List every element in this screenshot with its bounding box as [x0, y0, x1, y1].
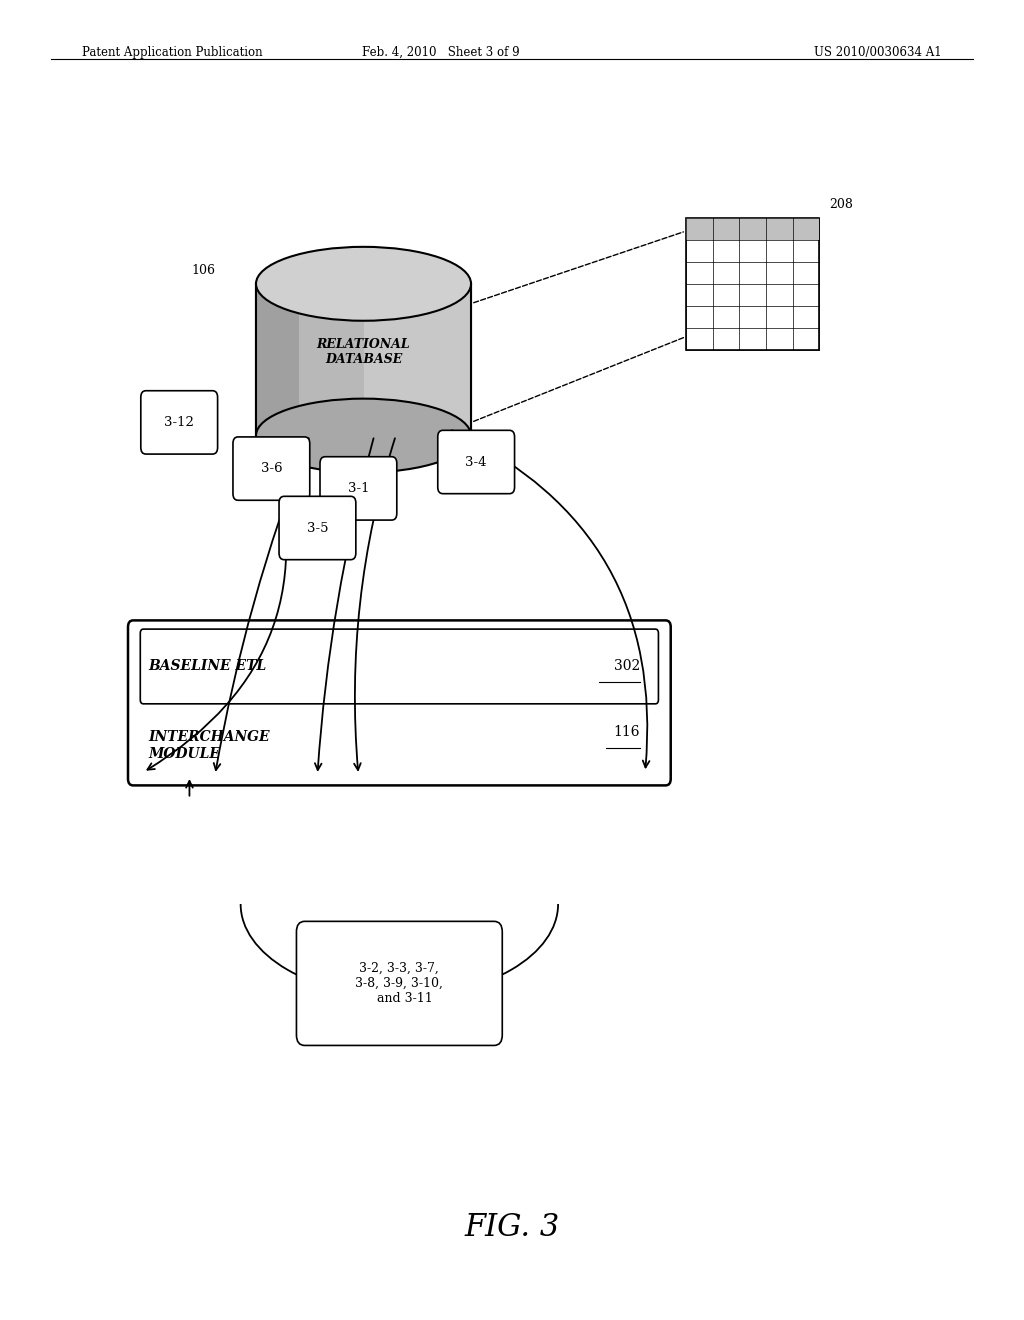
FancyBboxPatch shape — [319, 457, 397, 520]
Text: Patent Application Publication: Patent Application Publication — [82, 46, 262, 59]
Text: 3-2, 3-3, 3-7,
3-8, 3-9, 3-10,
   and 3-11: 3-2, 3-3, 3-7, 3-8, 3-9, 3-10, and 3-11 — [355, 962, 443, 1005]
Bar — [230, 792, 568, 904]
FancyBboxPatch shape — [128, 620, 671, 785]
Text: 3-5: 3-5 — [307, 521, 328, 535]
Text: 3-4: 3-4 — [466, 455, 486, 469]
Text: INTERCHANGE
MODULE: INTERCHANGE MODULE — [148, 730, 270, 760]
Text: BASELINE ETL: BASELINE ETL — [148, 660, 266, 673]
Bar — [256, 284, 299, 436]
Text: RELATIONAL
DATABASE: RELATIONAL DATABASE — [316, 338, 411, 366]
Ellipse shape — [256, 247, 471, 321]
Text: FIG. 3: FIG. 3 — [464, 1212, 560, 1243]
Text: Feb. 4, 2010   Sheet 3 of 9: Feb. 4, 2010 Sheet 3 of 9 — [361, 46, 519, 59]
Bar — [364, 284, 471, 436]
FancyBboxPatch shape — [140, 391, 217, 454]
Text: 3-6: 3-6 — [260, 462, 283, 475]
Bar — [256, 284, 471, 436]
FancyBboxPatch shape — [279, 496, 356, 560]
Bar — [256, 284, 471, 436]
FancyBboxPatch shape — [438, 430, 514, 494]
Bar — [686, 218, 819, 240]
FancyBboxPatch shape — [233, 437, 309, 500]
Ellipse shape — [256, 399, 471, 473]
Text: 116: 116 — [613, 725, 640, 739]
Text: 302: 302 — [613, 660, 640, 673]
FancyBboxPatch shape — [297, 921, 502, 1045]
FancyBboxPatch shape — [140, 630, 658, 704]
Text: US 2010/0030634 A1: US 2010/0030634 A1 — [814, 46, 942, 59]
Text: 3-12: 3-12 — [164, 416, 195, 429]
Text: 3-1: 3-1 — [348, 482, 369, 495]
Text: 106: 106 — [191, 264, 215, 277]
Text: 208: 208 — [829, 198, 853, 211]
Bar — [686, 218, 819, 350]
